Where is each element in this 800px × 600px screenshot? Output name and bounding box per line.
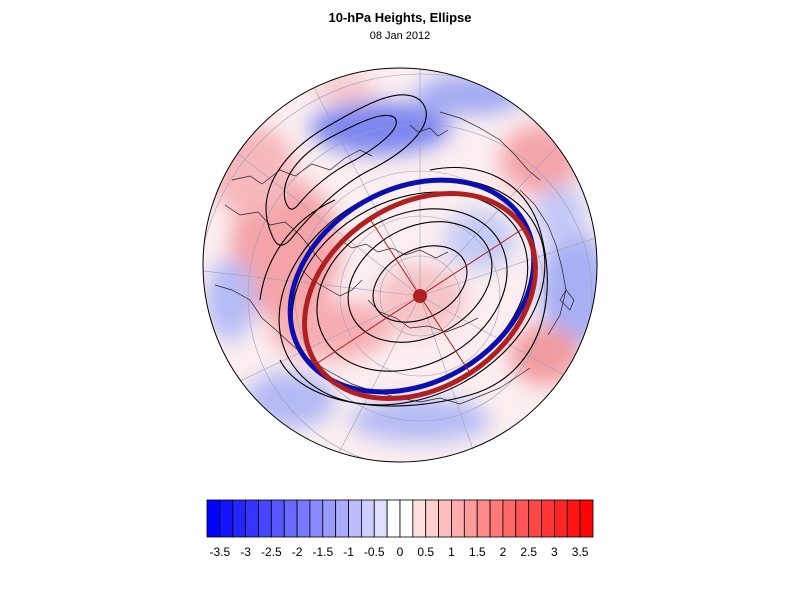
globe-outline [202, 67, 598, 463]
colorbar-tick-label: -2 [291, 545, 303, 559]
colorbar-cell [258, 499, 272, 538]
colorbar-cells [206, 499, 594, 538]
colorbar-cell [528, 499, 542, 538]
colorbar-cell [322, 499, 337, 538]
colorbar-tick-label: -2.5 [260, 545, 282, 559]
colorbar-cell [219, 499, 234, 538]
colorbar-cell [245, 499, 259, 538]
colorbar-tick-label: 3.5 [571, 545, 589, 559]
colorbar-cell [476, 499, 491, 538]
colorbar-cell [270, 499, 285, 538]
colorbar-cell [566, 499, 581, 538]
colorbar-cell [283, 499, 298, 538]
colorbar-cell [541, 499, 555, 538]
colorbar-cell [335, 499, 349, 538]
colorbar-cell [296, 499, 311, 538]
colorbar-cell [386, 499, 401, 538]
colorbar-cell [309, 499, 324, 538]
colorbar-tick-label: -3 [240, 545, 251, 559]
colorbar-tick-label: -1.5 [312, 545, 334, 559]
colorbar-cell [425, 499, 440, 538]
colorbar-tick-label: 3 [551, 545, 558, 559]
colorbar-cell [463, 499, 478, 538]
colorbar-tick-label: 0.5 [417, 545, 435, 559]
colorbar-cell [579, 499, 594, 538]
ellipse-blue [287, 177, 537, 395]
colorbar-tick-label: 2.5 [520, 545, 537, 559]
colorbar-cell [399, 499, 414, 538]
map-title: 10-hPa Heights, Ellipse [328, 10, 472, 25]
colorbar-tick-label: 0 [396, 545, 404, 559]
colorbar-tick-label: 1.5 [468, 545, 486, 559]
coastlines [214, 111, 575, 405]
map-date: 08 Jan 2012 [369, 30, 431, 42]
colorbar-cell [502, 499, 517, 538]
colorbar-cell [412, 499, 427, 538]
colorbar-tick-label: -3.5 [209, 545, 231, 559]
map-field [203, 68, 597, 462]
colorbar-cell [206, 499, 221, 538]
colorbar-cell [554, 499, 568, 538]
colorbar-cell [515, 499, 530, 538]
colorbar-tick-label: -0.5 [363, 545, 385, 559]
colorbar-tick-label: 2 [499, 545, 507, 559]
colorbar-cell [348, 499, 362, 538]
colorbar-cell [489, 499, 504, 538]
ellipse-center-dot [413, 289, 427, 303]
polar-map [202, 67, 598, 463]
colorbar-tick-label: -1 [343, 545, 354, 559]
colorbar-cell [373, 499, 388, 538]
colorbar-tick-label: 1 [448, 545, 455, 559]
colorbar-cell [451, 499, 465, 538]
colorbar-cell [232, 499, 247, 538]
colorbar-cell [438, 499, 452, 538]
colorbar-cell [360, 499, 375, 538]
